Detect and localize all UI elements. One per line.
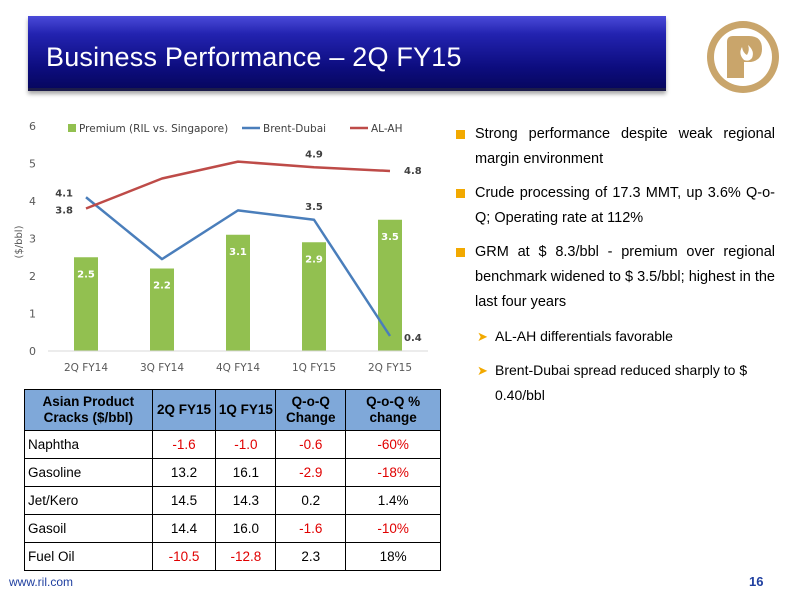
legend-label: Brent-Dubai <box>263 123 326 135</box>
y-axis-label: ($/bbl) <box>14 225 25 258</box>
row-label-cell: Fuel Oil <box>24 542 153 571</box>
arrow-bullet-icon: ➤ <box>477 329 488 344</box>
chart-legend: Premium (RIL vs. Singapore) Brent-Dubai AL… <box>68 123 403 135</box>
bullet-item: Strong performance despite weak regional… <box>455 122 775 172</box>
x-tick-label: 2Q FY14 <box>64 362 108 374</box>
column-header: Asian Product Cracks ($/bbl) <box>24 389 153 431</box>
column-header: Q-o-Q % change <box>345 389 441 431</box>
table-cell: 16.0 <box>215 514 277 543</box>
y-tick-label: 2 <box>29 270 36 283</box>
y-tick-label: 1 <box>29 308 36 321</box>
row-label-cell: Naphtha <box>24 430 153 459</box>
x-tick-label: 2Q FY15 <box>368 362 412 374</box>
square-bullet-icon <box>456 189 465 198</box>
y-tick-label: 0 <box>29 345 36 358</box>
premium-chart: 0 1 2 3 4 5 6 2.5 2.2 3.1 2.9 3.5 4.1 3.5 0.4 3.8 4.9 4.… <box>14 120 428 374</box>
row-label-cell: Gasoil <box>24 514 153 543</box>
sub-bullet-item: ➤ Brent-Dubai spread reduced sharply to $… <box>455 358 775 408</box>
arrow-bullet-icon: ➤ <box>477 363 488 378</box>
line-value-label: 4.1 <box>55 188 73 199</box>
table-header-row: Asian Product Cracks ($/bbl) 2Q FY15 1Q … <box>24 389 441 431</box>
square-bullet-icon <box>456 248 465 257</box>
bar <box>226 234 250 351</box>
bar <box>378 219 402 351</box>
table-cell: 2.3 <box>275 542 347 571</box>
table-cell: -12.8 <box>215 542 277 571</box>
row-label-cell: Jet/Kero <box>24 486 153 515</box>
table-row: Fuel Oil -10.5 -12.8 2.3 18% <box>24 542 441 571</box>
bar <box>302 242 326 351</box>
data-labels: 2.5 2.2 3.1 2.9 3.5 4.1 3.5 0.4 3.8 4.9 4.8 <box>55 149 421 344</box>
table-cell: 18% <box>345 542 441 571</box>
table-cell: -10% <box>345 514 441 543</box>
series-line <box>85 196 392 337</box>
legend-label: AL-AH <box>371 123 403 135</box>
y-tick-label: 6 <box>29 120 36 133</box>
y-axis: 0 1 2 3 4 5 6 <box>29 120 36 358</box>
line-series <box>85 160 392 337</box>
bar <box>74 257 98 351</box>
x-tick-label: 3Q FY14 <box>140 362 184 374</box>
x-tick-label: 4Q FY14 <box>216 362 260 374</box>
bar-value-label: 2.5 <box>77 269 95 280</box>
table-cell: -60% <box>345 430 441 459</box>
table-cell: 14.4 <box>151 514 217 543</box>
line-value-label: 4.9 <box>305 149 323 160</box>
slide-title: Business Performance – 2Q FY15 <box>46 42 462 72</box>
series-line <box>85 160 391 210</box>
table-cell: -18% <box>345 458 441 487</box>
line-value-label: 4.8 <box>404 166 422 177</box>
table-cell: -0.6 <box>275 430 347 459</box>
column-header: 2Q FY15 <box>151 389 217 431</box>
table-body: Naphtha -1.6 -1.0 -0.6 -60% Gasoline 13.2 16.1-… <box>24 430 441 571</box>
table-cell: 14.3 <box>215 486 277 515</box>
line-value-label: 3.8 <box>55 206 73 217</box>
table-row: Jet/Kero 14.5 14.3 0.2 1.4% <box>24 486 441 515</box>
table-cell: -1.0 <box>215 430 277 459</box>
bar <box>150 268 174 351</box>
square-bullet-icon <box>456 130 465 139</box>
bar-value-label: 2.2 <box>153 281 171 292</box>
table-cell: 0.2 <box>275 486 347 515</box>
column-header: Q-o-Q Change <box>275 389 347 431</box>
table-cell: 1.4% <box>345 486 441 515</box>
bar-value-label: 3.5 <box>381 232 399 243</box>
bullet-item: Crude processing of 17.3 MMT, up 3.6% Q-… <box>455 181 775 231</box>
y-tick-label: 3 <box>29 233 36 246</box>
line-value-label: 3.5 <box>305 202 323 213</box>
bar-series <box>74 219 402 351</box>
bullet-list: Strong performance despite weak regional… <box>455 122 775 417</box>
footer-url: www.ril.com <box>9 575 74 589</box>
line-value-label: 0.4 <box>404 333 422 344</box>
bullet-item: GRM at $ 8.3/bbl - premium over regional… <box>455 240 775 315</box>
table-cell: -1.6 <box>151 430 217 459</box>
table-cell: -10.5 <box>151 542 217 571</box>
y-tick-label: 5 <box>29 158 36 171</box>
sub-bullet-item: ➤ AL-AH differentials favorable <box>455 324 775 349</box>
table-row: Gasoil 14.4 16.0 -1.6 -10% <box>24 514 441 543</box>
table-row: Naphtha -1.6 -1.0 -0.6 -60% <box>24 430 441 459</box>
row-label-cell: Gasoline <box>24 458 153 487</box>
y-tick-label: 4 <box>29 195 36 208</box>
table-cell: 13.2 <box>151 458 217 487</box>
legend-label: Premium (RIL vs. Singapore) <box>79 123 228 135</box>
table-cell: 16.1 <box>215 458 277 487</box>
table-cell: -1.6 <box>275 514 347 543</box>
x-axis: 2Q FY14 3Q FY14 4Q FY14 1Q FY15 2Q FY15 <box>48 350 428 374</box>
asian-product-cracks-table: Asian Product Cracks ($/bbl) 2Q FY15 1Q … <box>24 389 441 571</box>
table-cell: 14.5 <box>151 486 217 515</box>
page-number: 16 <box>749 574 764 589</box>
table-row: Gasoline 13.2 16.1 -2.9 -18% <box>24 458 441 487</box>
column-header: 1Q FY15 <box>215 389 277 431</box>
x-tick-label: 1Q FY15 <box>292 362 336 374</box>
legend-swatch <box>68 124 76 132</box>
bar-value-label: 2.9 <box>305 254 323 265</box>
company-logo <box>707 21 779 93</box>
logo-flame-icon <box>740 45 753 61</box>
bar-value-label: 3.1 <box>229 247 247 258</box>
title-bar: Business Performance – 2Q FY15 <box>28 16 666 91</box>
table-cell: -2.9 <box>275 458 347 487</box>
